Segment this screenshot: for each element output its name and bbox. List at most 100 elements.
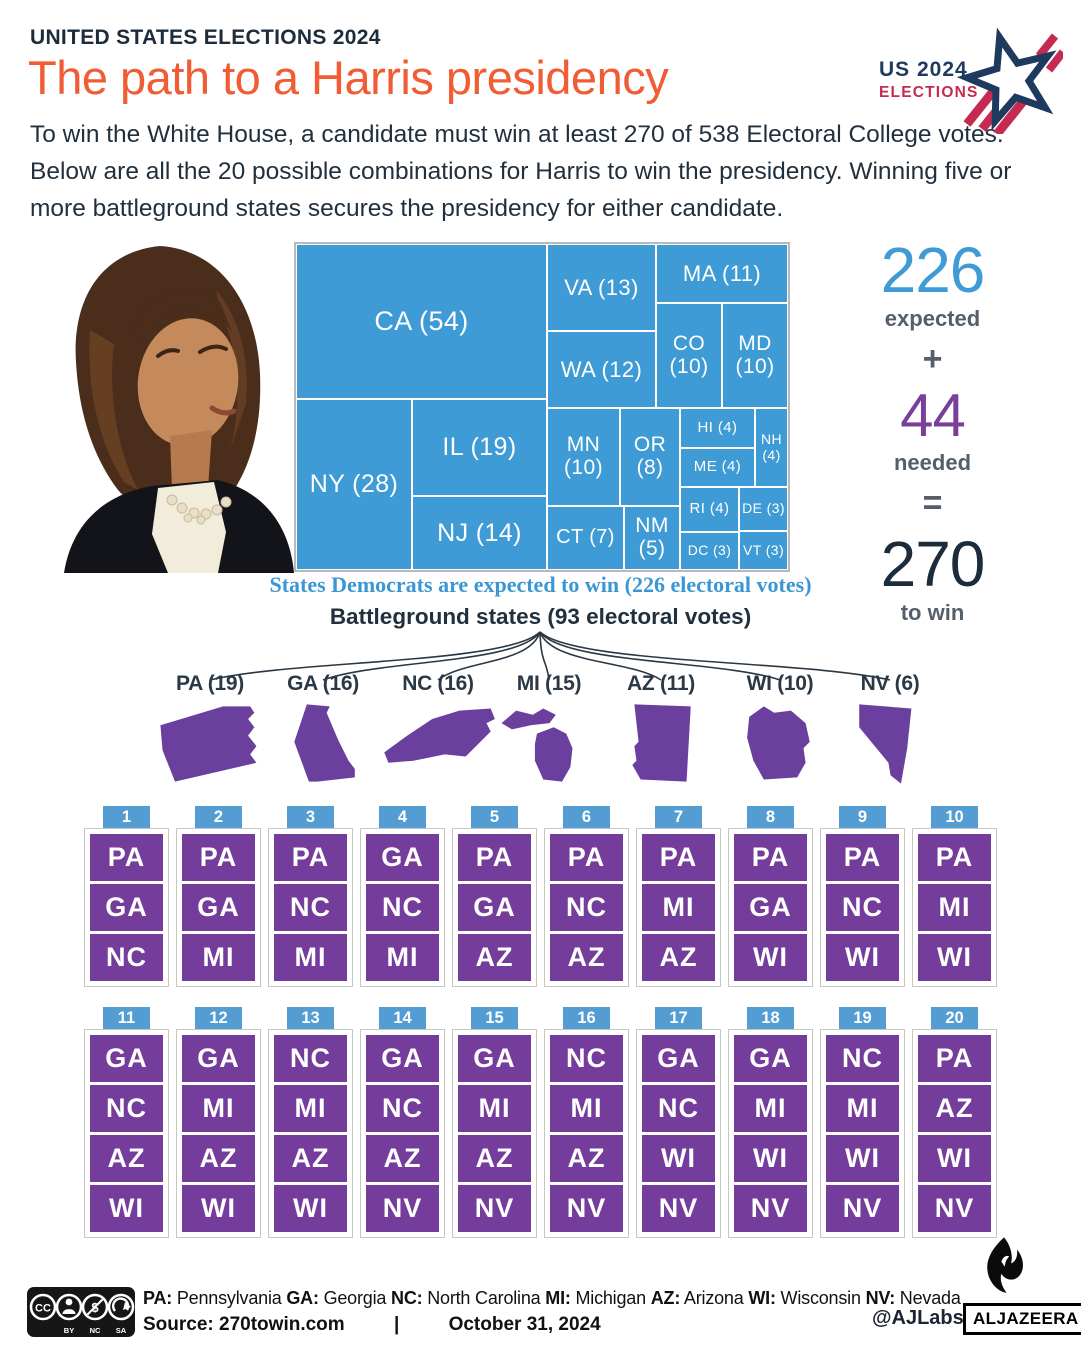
combo-number-tab: 9 xyxy=(839,806,886,828)
battleground-label-PA: PA (19) xyxy=(176,672,244,695)
ga-state-shape-icon xyxy=(294,704,355,782)
battleground-label-MI: MI (15) xyxy=(516,672,582,695)
treemap-cell-NM: NM (5) xyxy=(624,506,680,570)
source-line: Source: 270towin.com | October 31, 2024 xyxy=(143,1314,601,1336)
creative-commons-badge: CC $ BY NC SA xyxy=(27,1287,135,1337)
combo-number-tab: 12 xyxy=(195,1007,242,1029)
needed-value: 44 xyxy=(900,382,966,449)
treemap-cell-label: (10) xyxy=(669,354,709,378)
battleground-caption: Battleground states (93 electoral votes) xyxy=(329,604,752,629)
combo-box: PA MI WI xyxy=(912,828,997,987)
expected-label: expected xyxy=(884,306,981,331)
combo-number-tab: 1 xyxy=(103,806,150,828)
combinations-row-2: 11 GA NC AZ WI 12 GA MI AZ WI 13 NC MI AZ WI 14 GA NC AZ NV… xyxy=(84,1007,997,1238)
combo-box: PA GA AZ xyxy=(452,828,537,987)
combo-cell-AZ: AZ xyxy=(550,934,623,981)
combo-cell-MI: MI xyxy=(826,1085,899,1132)
combo-cell-NV: NV xyxy=(550,1185,623,1232)
combo-cell-AZ: AZ xyxy=(918,1085,991,1132)
combo-cell-PA: PA xyxy=(642,834,715,881)
combo-column-4: 4 GA NC MI xyxy=(360,806,445,987)
combo-cell-PA: PA xyxy=(550,834,623,881)
treemap-cell-label: MD xyxy=(738,331,772,355)
combo-number-tab: 8 xyxy=(747,806,794,828)
combo-column-8: 8 PA GA WI xyxy=(728,806,813,987)
fan-line xyxy=(539,631,662,681)
legend-abbr: NV: xyxy=(865,1288,896,1308)
star-stripes-icon xyxy=(956,27,1063,134)
needed-label: needed xyxy=(893,450,972,475)
fan-line xyxy=(437,631,541,681)
combo-column-1: 1 PA GA NC xyxy=(84,806,169,987)
treemap-cell-label: CO xyxy=(672,331,706,355)
combo-cell-AZ: AZ xyxy=(182,1135,255,1182)
combo-number-tab: 14 xyxy=(379,1007,426,1029)
combo-cell-NC: NC xyxy=(274,884,347,931)
combo-column-14: 14 GA NC AZ NV xyxy=(360,1007,445,1238)
treemap-cell-MN: MN (10) xyxy=(547,408,620,506)
legend-name: Georgia xyxy=(318,1288,392,1308)
combo-box: PA MI AZ xyxy=(636,828,721,987)
treemap-cell-label: NY (28) xyxy=(309,470,399,498)
combo-column-18: 18 GA MI WI NV xyxy=(728,1007,813,1238)
logo-line2: ELECTIONS xyxy=(879,84,979,101)
battleground-label-NV: NV (6) xyxy=(860,672,920,695)
combo-cell-NC: NC xyxy=(366,884,439,931)
combo-box: PA AZ WI NV xyxy=(912,1029,997,1238)
combo-cell-NC: NC xyxy=(550,1035,623,1082)
combo-number-tab: 11 xyxy=(103,1007,150,1029)
fan-lines xyxy=(209,631,891,681)
fan-line xyxy=(539,631,550,681)
treemap-cell-RI: RI (4) xyxy=(680,487,739,532)
logo-line1: US 2024 xyxy=(879,58,968,81)
combo-cell-GA: GA xyxy=(642,1035,715,1082)
combo-number-tab: 18 xyxy=(747,1007,794,1029)
combo-number-tab: 7 xyxy=(655,806,702,828)
combo-cell-WI: WI xyxy=(826,1135,899,1182)
total-value: 270 xyxy=(880,528,986,600)
combo-cell-MI: MI xyxy=(918,884,991,931)
source-value: 270towin.com xyxy=(219,1314,345,1335)
treemap-cell-label: (5) xyxy=(638,537,666,560)
combo-cell-MI: MI xyxy=(182,1085,255,1132)
combo-cell-GA: GA xyxy=(90,884,163,931)
combo-column-11: 11 GA NC AZ WI xyxy=(84,1007,169,1238)
treemap-cell-CT: CT (7) xyxy=(547,506,624,570)
combo-cell-NV: NV xyxy=(918,1185,991,1232)
treemap-cell-label: CT (7) xyxy=(556,526,615,549)
legend-name: Michigan xyxy=(570,1288,651,1308)
treemap-cell-label: MN xyxy=(566,433,601,457)
cc-by-icon xyxy=(55,1293,83,1321)
fan-line xyxy=(539,631,891,681)
combo-cell-WI: WI xyxy=(918,1135,991,1182)
combo-box: PA GA NC xyxy=(84,828,169,987)
combo-box: NC MI AZ NV xyxy=(544,1029,629,1238)
combo-box: GA MI AZ WI xyxy=(176,1029,261,1238)
combo-cell-WI: WI xyxy=(734,934,807,981)
combo-cell-PA: PA xyxy=(90,834,163,881)
treemap-cell-VA: VA (13) xyxy=(547,244,656,331)
combo-box: GA NC MI xyxy=(360,828,445,987)
combo-box: GA MI AZ NV xyxy=(452,1029,537,1238)
legend-abbr: MI: xyxy=(545,1288,571,1308)
combo-cell-NC: NC xyxy=(90,934,163,981)
intro-paragraph: To win the White House, a candidate must… xyxy=(30,121,1012,222)
combo-column-20: 20 PA AZ WI NV xyxy=(912,1007,997,1238)
plus-sign: + xyxy=(922,340,943,378)
cc-by-label: BY xyxy=(64,1326,74,1335)
combo-cell-GA: GA xyxy=(366,834,439,881)
combo-cell-GA: GA xyxy=(90,1035,163,1082)
legend-abbr: GA: xyxy=(286,1288,319,1308)
combo-cell-NC: NC xyxy=(550,884,623,931)
treemap-cell-label: VT (3) xyxy=(742,541,785,558)
treemap-cell-label: VA (13) xyxy=(564,274,639,300)
combo-cell-NC: NC xyxy=(642,1085,715,1132)
treemap-cell-VT: VT (3) xyxy=(739,531,788,570)
treemap-cell-MD: MD (10) xyxy=(722,303,788,408)
az-state-shape-icon xyxy=(632,704,691,782)
treemap-cell-CO: CO (10) xyxy=(656,303,722,408)
combo-cell-MI: MI xyxy=(734,1085,807,1132)
combo-number-tab: 5 xyxy=(471,806,518,828)
battleground-label-NC: NC (16) xyxy=(402,672,474,695)
combo-cell-NV: NV xyxy=(826,1185,899,1232)
